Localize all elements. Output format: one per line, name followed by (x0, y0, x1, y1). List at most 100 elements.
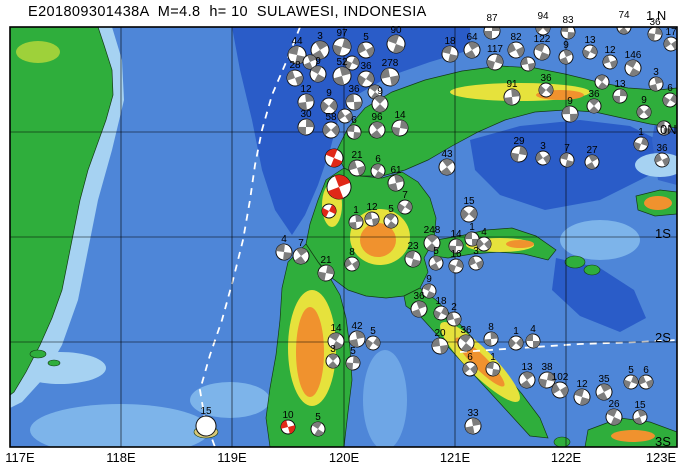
beachball-label: 91 (506, 79, 518, 90)
beachball (605, 408, 623, 426)
beachball-label: 14 (330, 323, 342, 334)
beachball (632, 409, 648, 425)
beachball-label: 38 (541, 362, 553, 373)
beachball-label: 122 (534, 34, 551, 45)
lon-label-123e: 123E (645, 450, 677, 465)
beachball-label: 23 (407, 241, 419, 252)
beachball (525, 333, 541, 349)
beachball (602, 54, 618, 70)
beachball (357, 70, 375, 88)
island-sw-2 (47, 359, 61, 367)
beachball (322, 121, 340, 139)
beachball-label: 21 (320, 255, 332, 266)
beachball (345, 355, 361, 371)
beachball (535, 27, 551, 36)
beachball-label: 8 (488, 322, 494, 333)
beachball-label: 278 (382, 58, 399, 69)
lat-label-0n: 0N (660, 122, 677, 137)
beachball-label: 117 (487, 44, 503, 55)
beachball (410, 300, 428, 318)
beachball (559, 152, 575, 168)
beachball-label: 16 (450, 249, 462, 260)
beachball-label: 9 (315, 56, 321, 67)
beachball-label: 30 (300, 109, 312, 120)
beachball (297, 118, 315, 136)
beachball-label: 58 (325, 112, 337, 123)
beachball-label: 44 (291, 36, 303, 47)
beachball (647, 27, 663, 42)
beachball (573, 388, 591, 406)
beachball-label: 13 (584, 35, 596, 46)
beachball (582, 44, 598, 60)
beachball (624, 59, 642, 77)
beachball (345, 93, 363, 111)
beachball (508, 335, 524, 351)
deep-gulf-tolo (552, 258, 646, 332)
lon-label-117e: 117E (5, 450, 35, 465)
topo-east-mtn (506, 240, 534, 248)
beachball-label: 18 (435, 296, 447, 307)
beachball-label: 7 (298, 238, 304, 249)
beachball-label: 14 (450, 229, 462, 240)
beachball-label: 12 (366, 202, 378, 213)
map-geography (10, 27, 677, 447)
beachball (662, 92, 677, 108)
shelf-flores (30, 404, 210, 447)
beachball (348, 159, 366, 177)
beachball (485, 361, 501, 377)
beachball-label: 3 (330, 344, 336, 355)
beachball (460, 205, 478, 223)
beachball (368, 121, 386, 139)
beachball-label: 33 (467, 408, 479, 419)
beachball (310, 40, 330, 60)
beachball-label: 1 (513, 326, 519, 337)
beachball-label: 36 (413, 291, 425, 302)
beachball (275, 243, 293, 261)
beachball (344, 55, 360, 71)
map-frame (9, 26, 678, 448)
beachball-label: 6 (643, 365, 649, 376)
beachball (348, 214, 364, 230)
beachball-label: 248 (424, 225, 441, 236)
beachball (286, 69, 304, 87)
beachball (486, 53, 504, 71)
beachball (648, 76, 664, 92)
beachball (332, 37, 352, 57)
shelf-gulf-bone (363, 350, 407, 447)
beachball-label: 5 (628, 365, 634, 376)
beachball (483, 331, 499, 347)
beachball (463, 41, 481, 59)
plate-boundary-trench (199, 27, 301, 447)
beachball (636, 104, 652, 120)
beachball (468, 255, 484, 271)
sula-highland (644, 196, 672, 210)
beachball (423, 234, 441, 252)
beachball (638, 374, 654, 390)
beachball-label: 7 (402, 190, 408, 201)
beachball (656, 120, 672, 136)
beachball (533, 43, 551, 61)
beachball-label: 26 (608, 399, 620, 410)
beachball (595, 383, 613, 401)
beachball (327, 332, 345, 350)
lon-label-122e: 122E (550, 450, 582, 465)
beachball-label: 27 (586, 145, 598, 156)
beachball (421, 283, 437, 299)
beachball-label: 6 (667, 83, 673, 94)
focal-mechanisms-layer (195, 27, 677, 437)
beachball-label: 18 (444, 36, 456, 47)
beachball (344, 256, 360, 272)
beachball-label: 36 (348, 84, 360, 95)
beachball-label: 15 (200, 406, 212, 417)
beachball-label: 52 (336, 57, 348, 68)
beachball (431, 337, 449, 355)
beachball (346, 124, 362, 140)
beachball-label: 36 (656, 143, 668, 154)
beachball (623, 374, 639, 390)
beachball (387, 174, 405, 192)
beachball-label: 43 (441, 149, 453, 160)
beachball (321, 203, 337, 219)
beachball-label: 12 (604, 45, 616, 56)
beachball-label: 64 (466, 32, 478, 43)
